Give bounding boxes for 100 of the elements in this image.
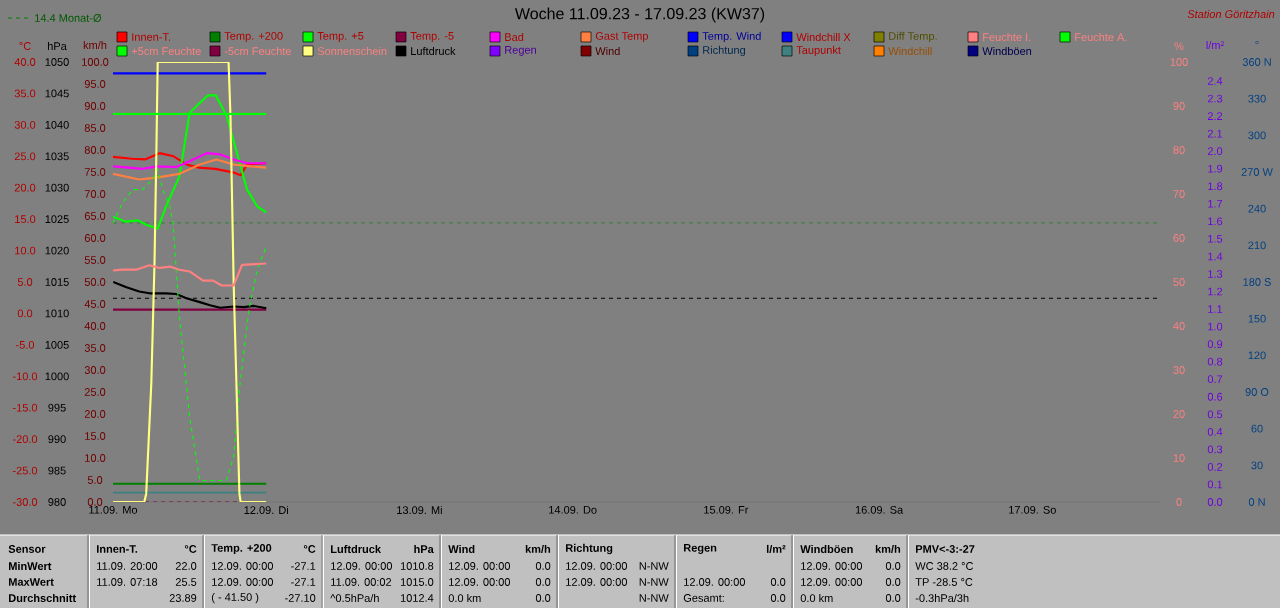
text: 12.09. 00:00 xyxy=(801,578,863,586)
text: 12.09. 00:00 xyxy=(449,562,511,570)
y2-tick-label: 990 xyxy=(48,435,66,444)
y3-tick-label: 90 xyxy=(1173,102,1185,110)
text: Durchschnitt xyxy=(9,593,76,603)
text: 1.6 xyxy=(1208,217,1223,226)
legend-label: Gast Temp xyxy=(595,32,648,42)
y2-tick-label: 1030 xyxy=(45,183,69,192)
y2-tick-label: 1045 xyxy=(45,89,69,98)
legend-label: Richtung xyxy=(703,45,745,57)
text: 0.0 xyxy=(885,578,901,586)
text: MinWert xyxy=(9,561,52,571)
y-tick-label: -30.0 xyxy=(12,498,38,506)
y-tick-label: 10.0 xyxy=(15,246,36,255)
text: Windböen xyxy=(800,544,853,554)
legend-label: Temp. Wind xyxy=(702,31,761,43)
text: 1012.4 xyxy=(400,594,434,602)
text: 0.5 xyxy=(1207,410,1223,419)
text: 1.7 xyxy=(1208,200,1223,208)
legend-label: Sonnenschein xyxy=(317,46,387,56)
legend-label: Luftdruck xyxy=(411,46,456,56)
text: 95.0 xyxy=(84,80,106,88)
text: 12.09. 00:00 xyxy=(566,562,628,570)
y3-tick-label: 40 xyxy=(1173,322,1185,330)
text: 25.5 xyxy=(175,578,197,586)
y-tick-label: -25.0 xyxy=(12,466,38,475)
y-tick-label: 0.0 xyxy=(17,309,33,318)
text: 0.0 xyxy=(885,594,901,602)
text: Regen xyxy=(684,544,717,554)
text: km/h xyxy=(875,544,901,554)
text: 2.1 xyxy=(1207,129,1223,138)
text: 12.09. 00:00 xyxy=(566,578,628,586)
text: 1.5 xyxy=(1208,235,1223,243)
text: -0.3hPa/3h xyxy=(915,593,969,603)
text: WC 38.2 °C xyxy=(915,562,974,570)
y3-tick-label: 20 xyxy=(1173,410,1185,418)
text: 1.3 xyxy=(1208,270,1223,278)
text: 15.0 xyxy=(85,432,106,440)
text: 12.09. 00:00 xyxy=(331,562,393,570)
text: 55.0 xyxy=(84,256,106,264)
text: 50.0 xyxy=(84,278,106,286)
text: Richtung xyxy=(566,543,613,555)
legend-label: Temp. -5 xyxy=(410,32,454,42)
text: 90 O xyxy=(1245,388,1269,396)
text: -27.1 xyxy=(291,578,316,586)
text: 1.1 xyxy=(1208,305,1223,313)
text: ( - 41.50 ) xyxy=(211,592,259,604)
text: 2.2 xyxy=(1207,112,1223,120)
text: l/m² xyxy=(766,544,786,554)
y2-axis-title: hPa xyxy=(47,41,67,51)
legend-label: Windchill X xyxy=(796,32,851,42)
x-tick-label: 14.09. Do xyxy=(549,505,597,514)
legend-label: Feuchte I. xyxy=(983,32,1031,42)
y3-tick-label: 80 xyxy=(1173,146,1185,154)
text: 30 xyxy=(1251,461,1263,470)
y-axis-title: °C xyxy=(19,42,31,50)
y-tick-label: -5.0 xyxy=(16,340,35,349)
y2-tick-label: 1005 xyxy=(45,340,69,349)
text: 0.0 km xyxy=(448,593,481,603)
text: 11.09. 20:00 xyxy=(97,562,158,570)
text: 300 xyxy=(1248,131,1266,140)
text: 40.0 xyxy=(84,322,106,330)
y3-tick-label: 50 xyxy=(1173,278,1185,286)
text: 0.7 xyxy=(1207,375,1223,384)
text: 150 xyxy=(1248,314,1266,323)
text: km/h xyxy=(83,40,107,50)
text: PMV<-3:-27 xyxy=(916,545,975,553)
y-tick-label: 25.0 xyxy=(14,152,36,161)
y-tick-label: 20.0 xyxy=(14,183,36,192)
x-tick-label: 15.09. Fr xyxy=(704,505,749,514)
y-tick-label: 5.0 xyxy=(17,278,33,286)
x-tick-label: 13.09. Mi xyxy=(397,505,442,515)
y2-tick-label: 1015 xyxy=(45,278,69,286)
text: 100.0 xyxy=(82,58,109,66)
text: 0.8 xyxy=(1207,357,1223,366)
text: 0.0 xyxy=(1207,498,1223,506)
text: 180 S xyxy=(1243,278,1271,286)
text: 11.09. 07:18 xyxy=(97,578,158,586)
text: 35.0 xyxy=(84,344,106,352)
text: Innen-T. xyxy=(97,545,138,553)
x-tick-label: 12.09. Di xyxy=(244,505,288,515)
text: 5.0 xyxy=(87,476,103,484)
y3-tick-label: 30 xyxy=(1173,366,1185,374)
text: 0.1 xyxy=(1207,480,1223,489)
text: 25.0 xyxy=(84,388,106,396)
text: Luftdruck xyxy=(331,544,382,554)
text: 120 xyxy=(1248,351,1266,360)
text: 60 xyxy=(1251,424,1263,433)
text: Station Göritzhain xyxy=(1187,9,1275,19)
text: ° xyxy=(1255,41,1259,45)
text: 85.0 xyxy=(84,124,106,132)
text: 60.0 xyxy=(84,234,106,242)
text: 30.0 xyxy=(84,366,106,374)
text: 90.0 xyxy=(84,102,106,110)
text: 2.4 xyxy=(1207,77,1223,85)
y3-tick-label: 60 xyxy=(1173,234,1185,242)
y-tick-label: -10.0 xyxy=(12,372,38,381)
text: 0.9 xyxy=(1207,340,1223,349)
text: °C xyxy=(184,545,197,553)
text: TP -28.5 °C xyxy=(915,578,973,586)
